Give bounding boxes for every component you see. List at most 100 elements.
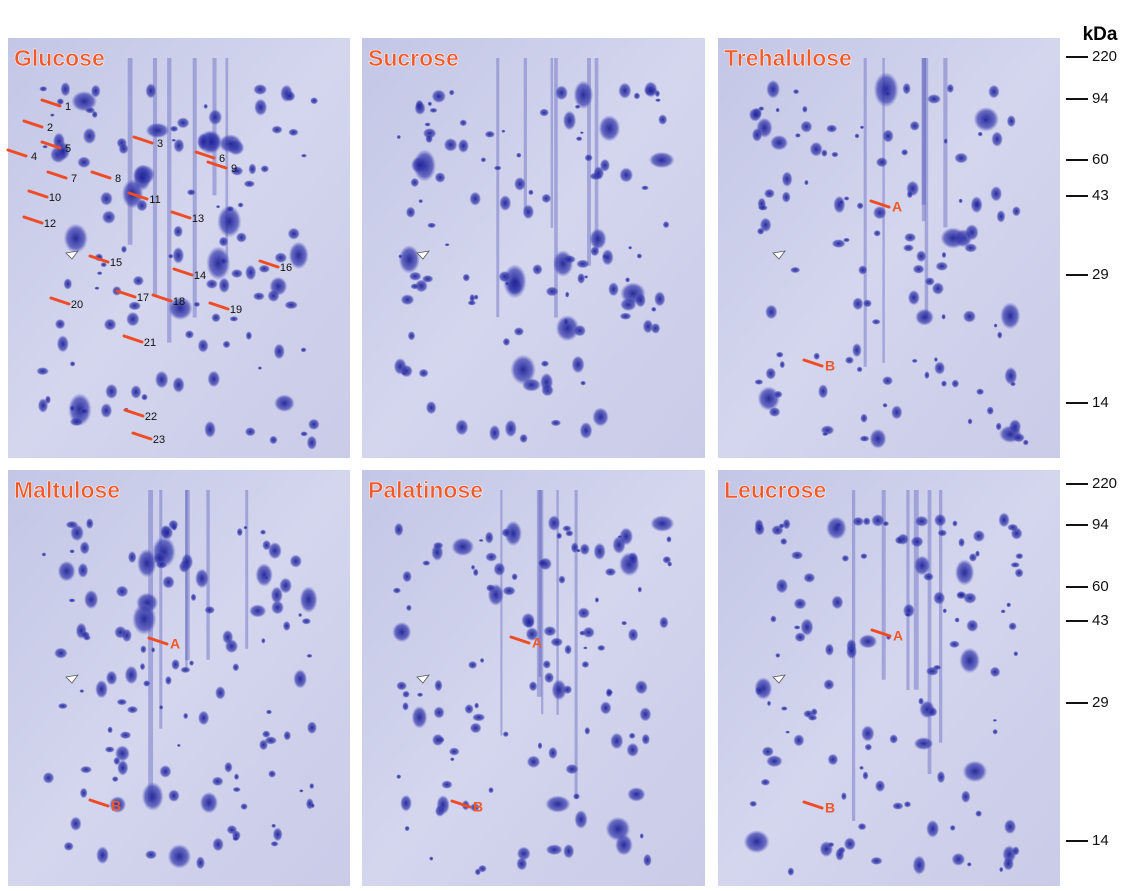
gel-spot <box>172 247 184 264</box>
spot-label: B <box>825 800 835 816</box>
gel-spot <box>36 367 49 375</box>
gel-spot <box>244 180 256 187</box>
gel-panel: TrehaluloseAB <box>718 38 1060 458</box>
gel-spot <box>1009 419 1021 434</box>
gel-spot <box>441 780 452 789</box>
gel-spot <box>137 549 157 578</box>
gel-spot <box>422 275 433 283</box>
gel-spot <box>307 721 317 734</box>
gel-spot <box>546 286 559 296</box>
gel-spot <box>195 569 209 589</box>
gel-spot <box>181 553 193 570</box>
gel-streak <box>595 58 599 250</box>
gel-spot <box>621 621 627 626</box>
gel-spot <box>852 343 862 357</box>
gel-spot <box>60 82 70 97</box>
gel-spot <box>288 129 298 137</box>
gel-spot <box>577 607 590 618</box>
gel-spot <box>485 531 494 544</box>
gel-spot <box>301 347 307 352</box>
gel-spot <box>820 841 834 857</box>
gel-spot <box>411 156 429 173</box>
gel-spot <box>927 94 941 104</box>
gel-spot <box>573 793 580 799</box>
gel-spot <box>762 746 774 756</box>
spot-label: A <box>170 636 180 652</box>
gel-spot <box>628 628 639 641</box>
gel-spot <box>911 536 924 547</box>
gel-spot <box>1023 439 1029 445</box>
gel-spot <box>451 537 474 556</box>
spot-label: 17 <box>137 292 149 304</box>
gel-spot <box>117 699 128 706</box>
gel-spot <box>915 516 929 527</box>
gel-spot <box>271 824 276 828</box>
spot-label: B <box>825 358 835 374</box>
gel-spot <box>233 787 241 792</box>
gel-spot <box>401 294 415 305</box>
gel-spot <box>405 826 410 832</box>
gel-spot <box>162 576 174 589</box>
gel-spot <box>300 431 308 436</box>
gel-spot <box>406 207 416 218</box>
gel-spot <box>502 528 511 537</box>
gel-spot <box>973 530 985 542</box>
spot-label: A <box>892 199 902 215</box>
gel-spot <box>142 782 164 811</box>
gel-spot <box>310 97 318 104</box>
gel-spot <box>776 352 784 358</box>
gel-spot <box>780 361 785 369</box>
gel-spot <box>663 221 670 228</box>
gel-spot <box>618 82 631 98</box>
gel-spot <box>775 108 779 113</box>
gel-spot <box>891 405 902 419</box>
gel-spot <box>43 772 55 784</box>
gel-spot <box>913 855 926 874</box>
gel-spot <box>564 644 572 654</box>
gel-spot <box>606 817 631 842</box>
gel-spot <box>988 85 999 99</box>
gel-spot <box>427 223 436 229</box>
gel-spot <box>915 309 934 326</box>
spot-label: 10 <box>49 192 61 204</box>
gel-spot <box>961 790 970 803</box>
gel-spot <box>883 521 890 526</box>
gel-spot <box>952 853 966 866</box>
gel-spot <box>95 680 108 699</box>
gel-spot <box>444 138 458 152</box>
gel-spot <box>860 553 867 559</box>
gel-spot <box>775 653 780 658</box>
gel-spot <box>140 663 145 671</box>
gel-spot <box>538 559 547 567</box>
spot-label: 19 <box>230 304 242 316</box>
gel-spot <box>852 517 864 526</box>
gel-spot <box>66 521 79 529</box>
gel-spot <box>274 394 295 412</box>
gel-spot <box>514 327 524 336</box>
gel-spot <box>185 330 194 339</box>
gel-spot <box>425 134 433 143</box>
gel-spot <box>562 255 576 263</box>
gel-spot <box>993 719 997 722</box>
gel-streak <box>864 58 867 367</box>
gel-spot <box>758 386 780 410</box>
gel-spot <box>298 613 302 617</box>
gel-spot <box>173 139 184 153</box>
gel-spot <box>904 801 911 807</box>
gel-spot <box>151 647 155 653</box>
gel-spot <box>955 559 974 585</box>
gel-spot <box>260 165 269 172</box>
gel-spot <box>942 252 947 259</box>
gel-spot <box>593 166 604 180</box>
gel-spot <box>69 598 76 602</box>
gel-spot <box>934 361 945 374</box>
gel-spot <box>197 133 210 150</box>
gel-spot <box>592 407 609 426</box>
gel-spot <box>538 742 543 749</box>
gel-spot <box>222 630 233 644</box>
gel-spot <box>808 714 818 720</box>
gel-spot <box>245 265 256 281</box>
gel-spot <box>978 132 983 137</box>
gel-spot <box>783 519 791 530</box>
gel-spot <box>528 189 534 195</box>
